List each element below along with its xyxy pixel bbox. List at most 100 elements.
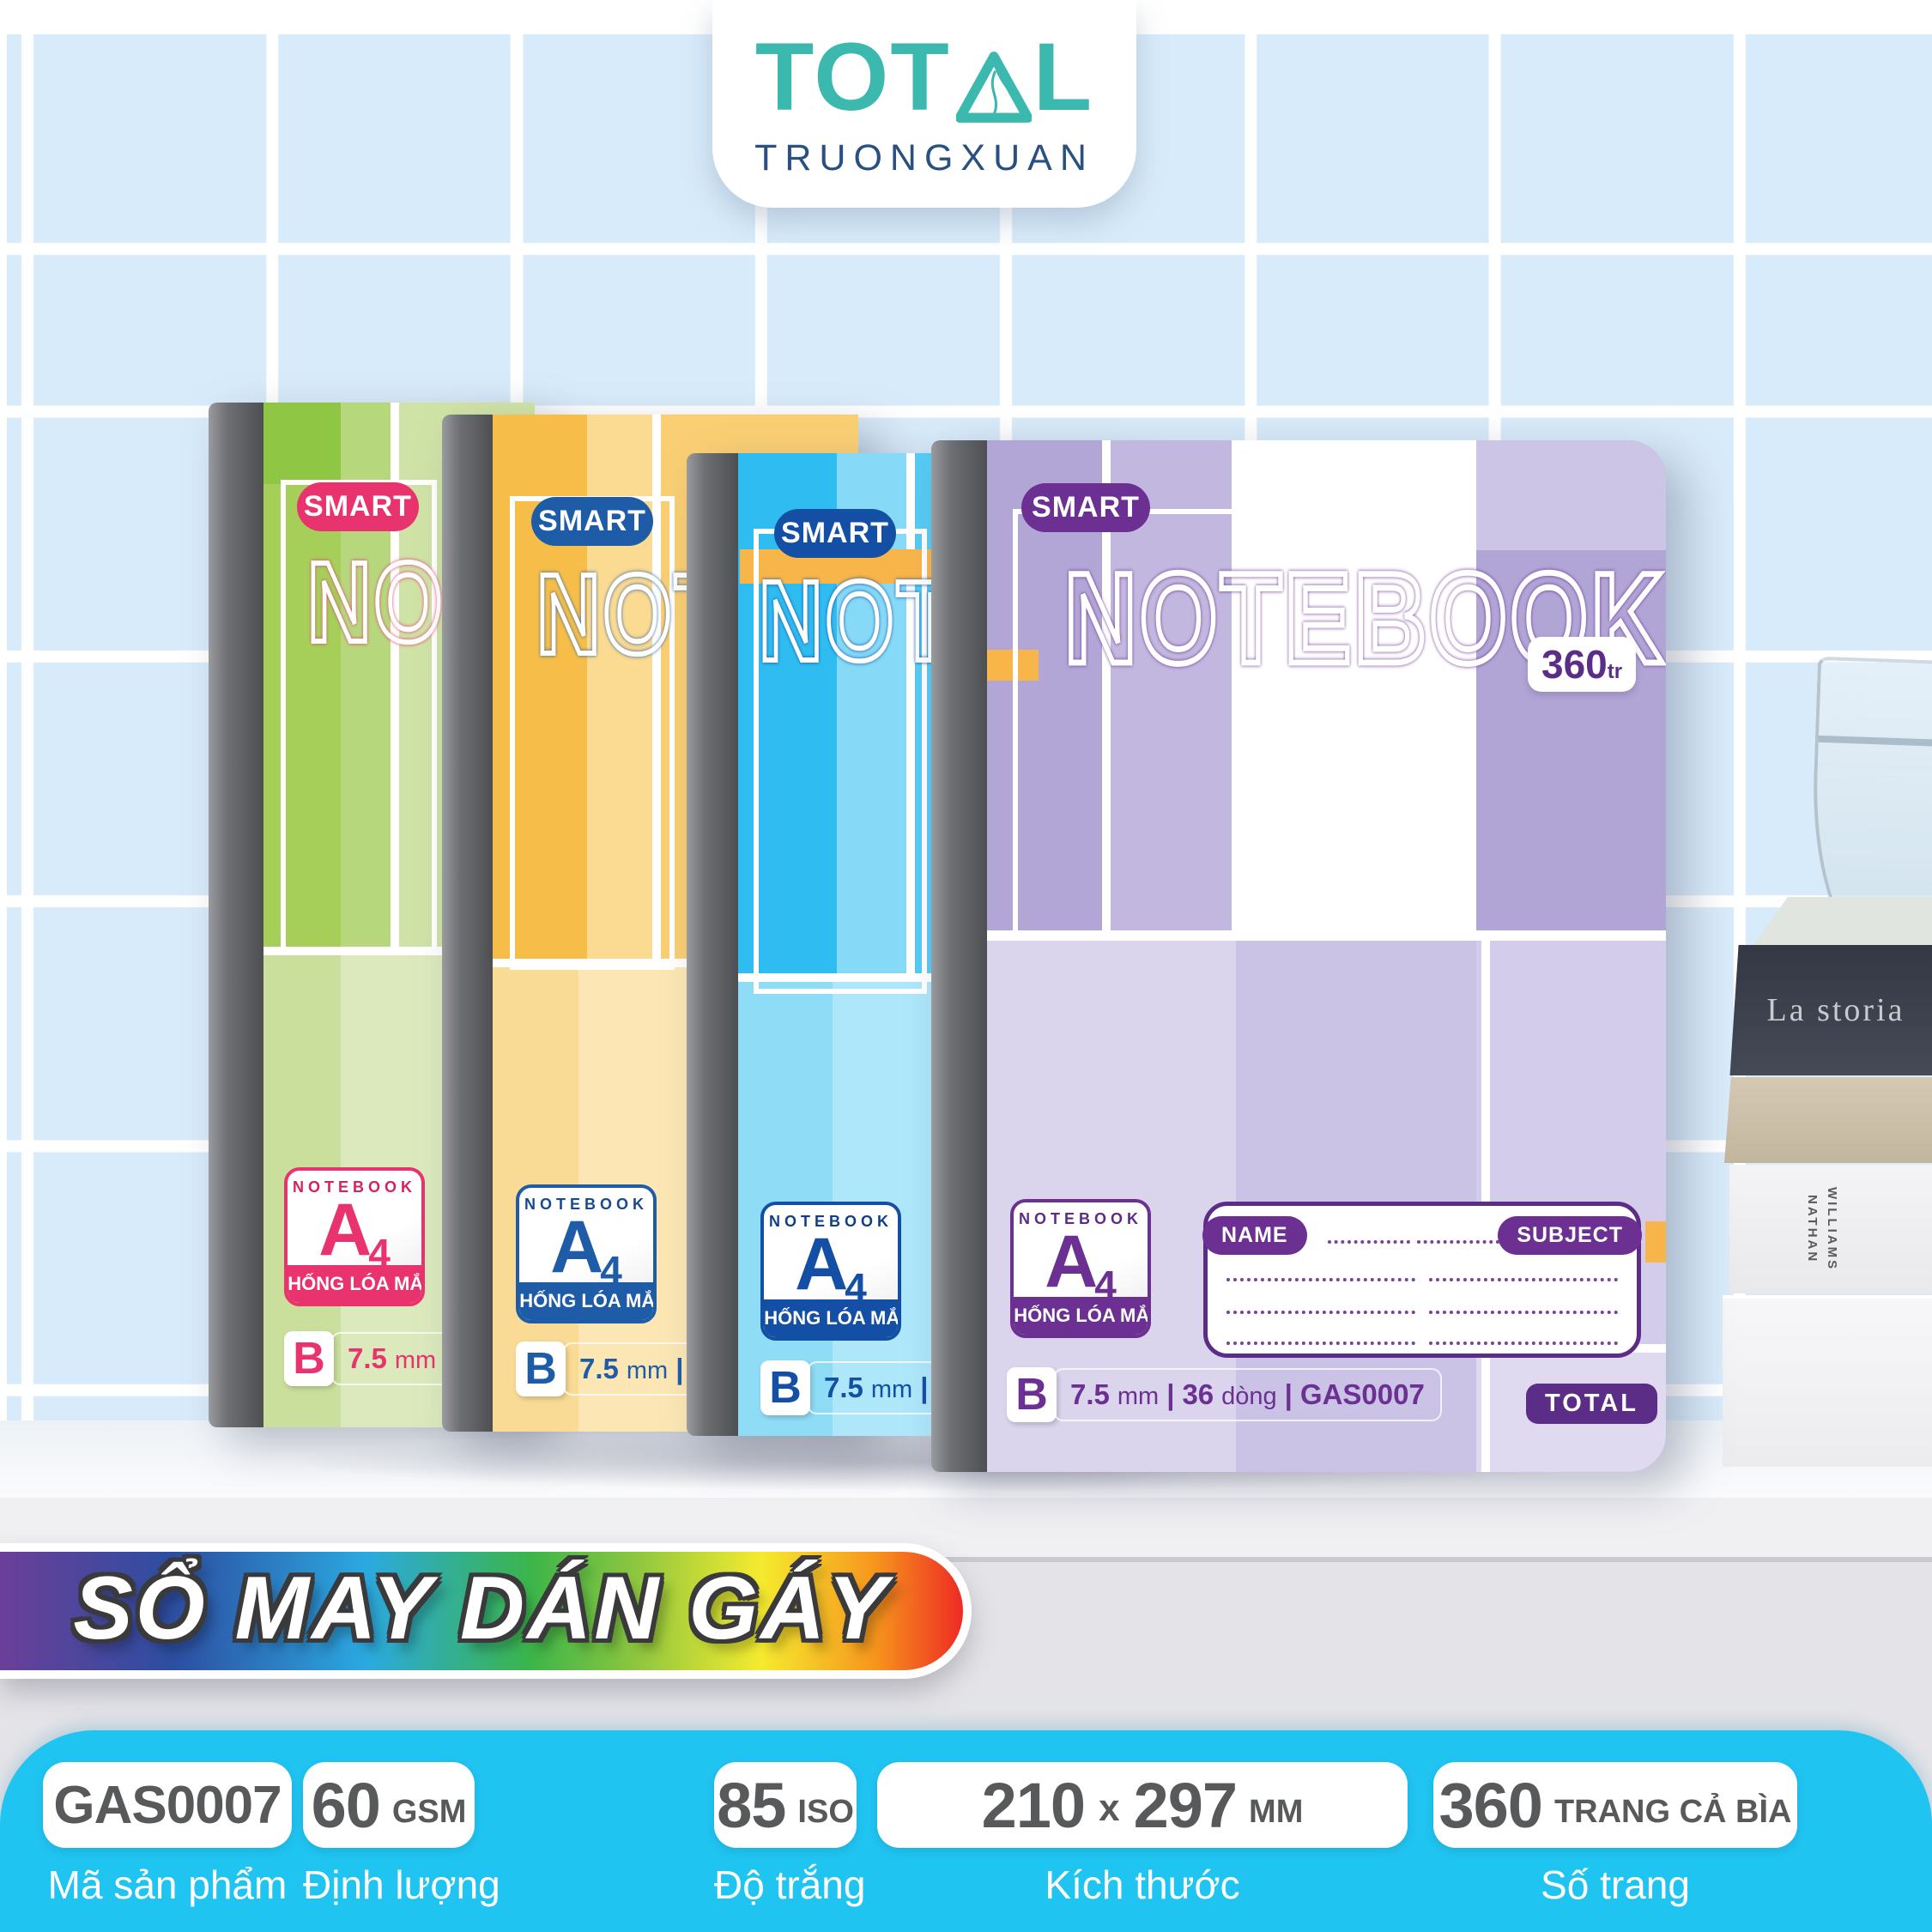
notebook-spine: [442, 415, 493, 1432]
anti-glare-label: CHỐNG LÓA MẮT: [519, 1282, 653, 1320]
line-height-unit: mm: [394, 1347, 437, 1374]
separator: |: [1166, 1378, 1175, 1410]
spec-value-box: 360 TRANG CẢ BÌA: [1433, 1762, 1797, 1848]
a4-size: A4: [288, 1193, 421, 1275]
write-line: [1429, 1278, 1618, 1281]
product-title: SỔ MAY DÁN GÁY: [73, 1558, 890, 1658]
b-grade-badge: B: [284, 1331, 334, 1386]
write-line: [1226, 1278, 1415, 1281]
a4-letter: A: [1045, 1220, 1099, 1303]
brand-subtitle: TRUONGXUAN: [754, 136, 1094, 179]
spec-value-box: 60 GSM: [303, 1762, 475, 1848]
lines-unit: dòng: [1221, 1383, 1277, 1410]
product-title-banner: SỔ MAY DÁN GÁY: [0, 1543, 972, 1679]
a4-size: A4: [519, 1210, 653, 1293]
spec-unit: ISO: [797, 1793, 854, 1830]
triangle-logo-icon: [955, 51, 1032, 123]
name-subject-box: NAME SUBJECT: [1202, 1202, 1642, 1358]
spec-size-separator: x: [1099, 1787, 1120, 1829]
a4-letter: A: [318, 1189, 372, 1271]
spec-value: GAS0007: [53, 1775, 282, 1835]
spec-value-box: GAS0007: [43, 1762, 292, 1848]
spec-value-box: 210 x 297 MM: [877, 1762, 1408, 1848]
a4-badge: NOTEBOOK A4 CHỐNG LÓA MẮT: [1010, 1199, 1151, 1338]
separator: |: [1284, 1378, 1293, 1410]
a4-badge-top-label: NOTEBOOK: [768, 1213, 893, 1230]
separator: |: [675, 1353, 684, 1384]
b-grade-badge: B: [516, 1341, 566, 1396]
a4-size: A4: [1014, 1225, 1148, 1307]
page-count-value: 360: [1541, 642, 1608, 687]
spec-label: Kích thước: [1045, 1862, 1240, 1907]
cover-grid-line: [493, 959, 858, 967]
spec-height-value: 297: [1133, 1769, 1238, 1841]
page-count-badge: 360tr: [1528, 637, 1637, 692]
anti-glare-label: CHỐNG LÓA MẮT: [288, 1265, 421, 1303]
smart-badge: SMART: [1021, 483, 1150, 532]
anti-glare-label: CHỐNG LÓA MẮT: [1014, 1297, 1148, 1335]
line-height-unit: mm: [1117, 1383, 1160, 1410]
separator: |: [920, 1372, 929, 1403]
line-height-unit: mm: [870, 1376, 913, 1403]
notebook-spine: [931, 440, 987, 1472]
spec-value: 85: [717, 1769, 786, 1841]
write-line: [1226, 1311, 1415, 1314]
cover-grid-line: [906, 453, 915, 978]
spec-label: Độ trắng: [714, 1862, 866, 1907]
a4-badge: NOTEBOOK A4 CHỐNG LÓA MẮT: [760, 1202, 901, 1341]
a4-badge-top-label: NOTEBOOK: [1018, 1210, 1142, 1227]
spec-label: Mã sản phẩm: [47, 1862, 288, 1907]
spec-pages: 360 TRANG CẢ BÌA Số trang: [1433, 1762, 1797, 1908]
cover-grid-line: [391, 403, 399, 952]
smart-badge: SMART: [297, 482, 419, 531]
white-box: [1723, 1295, 1932, 1467]
a4-badge-top-label: NOTEBOOK: [292, 1178, 416, 1196]
spec-product-code: GAS0007 Mã sản phẩm: [43, 1762, 292, 1908]
brand-name-part1: TOT: [754, 22, 951, 130]
spec-size: 210 x 297 MM Kích thước: [877, 1762, 1408, 1908]
a4-letter: A: [550, 1206, 604, 1288]
write-line: [1417, 1240, 1499, 1244]
product-code: GAS0007: [1299, 1378, 1425, 1410]
a4-size: A4: [764, 1227, 898, 1310]
brand-logo: TOT L: [754, 22, 1093, 130]
spec-value: 360: [1438, 1769, 1542, 1841]
notebook-cover: SMART NOTEBOOK 360tr NAME SUBJECT: [987, 440, 1666, 1472]
page-count-unit: tr: [1607, 660, 1623, 683]
cover-grid-line: [1102, 440, 1111, 936]
notebook-purple: SMART NOTEBOOK 360tr NAME SUBJECT: [931, 440, 1666, 1472]
smart-badge: SMART: [531, 497, 653, 546]
spec-unit: TRANG CẢ BÌA: [1553, 1793, 1792, 1830]
lines-value: 36: [1182, 1378, 1214, 1410]
book-nathan-williams: NATHAN WILLIAMS: [1729, 1165, 1932, 1293]
spec-whiteness: 85 ISO Độ trắng: [714, 1762, 866, 1908]
spec-unit: GSM: [391, 1793, 467, 1830]
anti-glare-label: CHỐNG LÓA MẮT: [764, 1299, 898, 1337]
a4-badge: NOTEBOOK A4 CHỐNG LÓA MẮT: [284, 1167, 425, 1306]
table-edge-line: [0, 1557, 1932, 1562]
spec-width-value: 210: [981, 1769, 1086, 1841]
write-line: [1429, 1341, 1618, 1345]
book-la-storia: La storia: [1729, 945, 1932, 1075]
write-line: [1429, 1311, 1618, 1314]
write-line: [1226, 1341, 1415, 1345]
spec-unit: MM: [1249, 1793, 1304, 1830]
write-line: [1328, 1240, 1410, 1244]
spec-value: 60: [311, 1769, 381, 1841]
smart-badge: SMART: [774, 509, 896, 558]
line-height-value: 7.5: [348, 1342, 387, 1374]
spec-label: Định lượng: [303, 1862, 500, 1907]
cover-grid-line: [738, 973, 1116, 982]
book-author-line: NATHAN: [1805, 1194, 1820, 1264]
book-spine-title: La storia: [1766, 992, 1905, 1028]
cover-patch: [1232, 440, 1476, 936]
b-grade-badge: B: [760, 1360, 810, 1415]
line-height-unit: mm: [626, 1357, 669, 1384]
book-author-line: WILLIAMS: [1825, 1186, 1839, 1272]
a4-badge: NOTEBOOK A4 CHỐNG LÓA MẮT: [516, 1184, 657, 1323]
cover-grid-line: [652, 415, 661, 964]
brand-logo-card: TOT L TRUONGXUAN: [712, 0, 1136, 208]
specs-bar: GAS0007 Mã sản phẩm 60 GSM Định lượng 85…: [0, 1730, 1932, 1932]
book-top-face: [1721, 897, 1932, 947]
